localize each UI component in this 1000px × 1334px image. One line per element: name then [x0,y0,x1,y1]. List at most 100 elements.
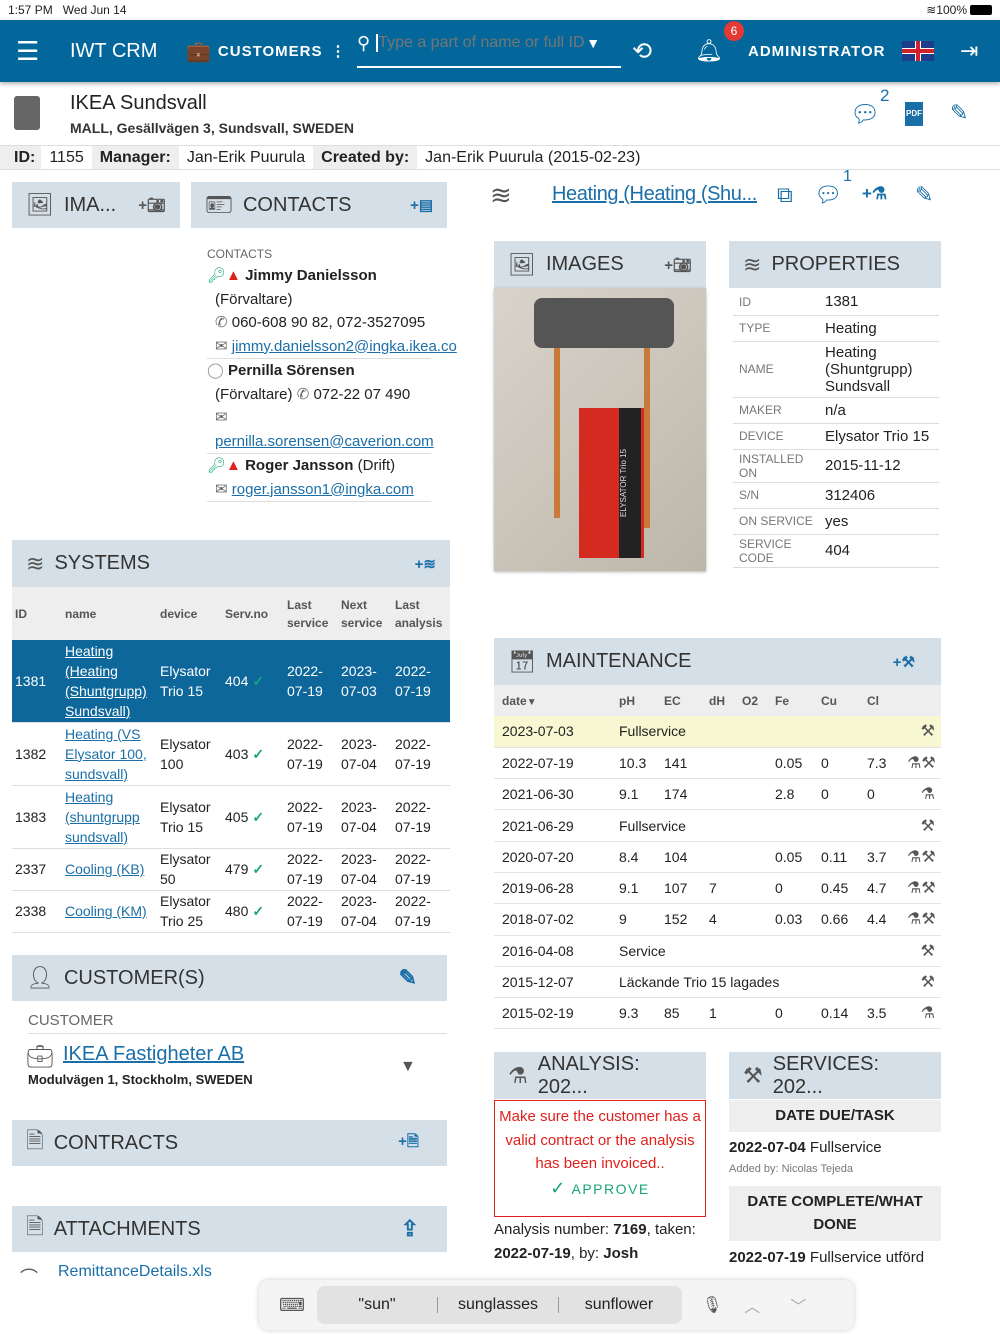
uk-flag-icon[interactable] [902,41,934,61]
menu-icon[interactable]: ☰ [16,35,40,66]
flask-icon[interactable]: ⚗ [907,880,922,898]
tools-icon[interactable]: ⚒ [920,817,935,835]
system-name-link[interactable]: Heating (Heating (Shuntgrupp) Sundsvall) [65,642,147,719]
attachments-panel-header: 🗎 ATTACHMENTS ⇪ [12,1206,447,1252]
column-header[interactable]: Cl [867,693,879,708]
column-header[interactable]: Next service [341,597,383,630]
attachment-link[interactable]: RemittanceDetails.xls [58,1263,212,1280]
customers-menu[interactable]: 💼 CUSTOMERS ⋮ [186,20,346,82]
search-input[interactable] [376,34,587,52]
edit-system-icon[interactable]: ✎ [915,182,934,207]
table-row[interactable]: 1383 Heating (shuntgrupp sundsvall) Elysat… [12,785,450,849]
suggestion[interactable]: sunglasses [457,1296,538,1313]
column-header[interactable]: pH [619,693,635,708]
serv-no-cell: 403 ✓ [222,722,284,786]
system-name-link[interactable]: Cooling (KB) [65,861,145,877]
analysis-panel-header: ⚗ ANALYSIS: 202... [494,1052,706,1099]
system-name-link[interactable]: Heating (shuntgrupp sundsvall) [65,788,140,845]
table-row[interactable]: 2020-07-20 8.4 104 0.05 0.11 3.7 ⚗⚒ [494,841,941,873]
column-header[interactable]: date▼ [502,693,537,708]
table-row[interactable]: 2019-06-28 9.1 107 7 0 0.45 4.7 ⚗⚒ [494,872,941,905]
analysis-number-label: Analysis number: [494,1221,610,1238]
table-row[interactable]: 2022-07-19 10.3 141 0.05 0 7.3 ⚗⚒ [494,747,941,780]
column-header[interactable]: Serv.no [225,606,269,621]
tools-icon[interactable]: ⚒ [921,848,936,866]
approve-button[interactable]: ✓ APPROVE [497,1178,703,1199]
keyboard-icon[interactable]: ⌨ [279,1294,305,1315]
search-field[interactable]: ⚲ ▼ [357,20,621,68]
tools-icon[interactable]: ⚒ [921,880,936,898]
tools-icon[interactable]: ⚒ [920,974,935,992]
table-row[interactable]: 2023-07-03 Fullservice ⚒ [494,716,941,748]
chevron-down-icon[interactable]: ▼ [400,1058,416,1075]
table-row[interactable]: 1382 Heating (VS Elysator 100, sundsvall)… [12,722,450,786]
table-row[interactable]: 2021-06-29 Fullservice ⚒ [494,809,941,842]
column-header[interactable]: EC [664,693,681,708]
history-icon[interactable]: ⟲ [632,37,653,65]
suggestion[interactable]: sunflower [584,1296,654,1313]
bell-icon[interactable]: 🔔︎ [695,38,723,63]
column-header[interactable]: Last service [287,597,329,630]
add-contact-button[interactable]: +▤ [410,197,433,214]
pdf-icon[interactable]: PDF [905,102,923,126]
maintenance-text: Service [611,935,899,967]
flask-icon[interactable]: ⚗ [907,754,922,772]
add-photo-button[interactable]: +📷︎ [138,197,166,214]
edit-icon[interactable]: ✎ [950,100,969,125]
flask-icon[interactable]: ⚗ [907,848,922,866]
column-header[interactable]: ID [15,606,27,621]
app-title[interactable]: IWT CRM [70,39,158,62]
logout-icon[interactable]: ⇥ [960,38,979,63]
add-contract-button[interactable]: +🗎 [398,1132,419,1150]
column-header[interactable]: name [65,606,97,621]
edit-customer-icon[interactable]: ✎ [398,965,417,990]
microphone-icon[interactable]: 🎙︎ [701,1297,723,1314]
table-row[interactable]: 2015-12-07 Läckande Trio 15 lagades ⚒ [494,966,941,999]
chevron-up-icon[interactable]: ︿ [744,1299,761,1316]
column-header[interactable]: Fe [775,693,790,708]
column-header[interactable]: Cu [821,693,837,708]
table-row[interactable]: 2337 Cooling (KB) Elysator 50 479 ✓ 2022-07-1… [12,848,450,891]
table-row[interactable]: 2338 Cooling (KM) Elysator Trio 25 480 ✓ 2022… [12,890,450,933]
add-analysis-button[interactable]: +⚗ [862,184,888,203]
comments-icon[interactable]: 💬︎ [850,101,878,128]
dropdown-icon[interactable]: ▼ [586,35,601,51]
customer-link[interactable]: IKEA Fastigheter AB [63,1043,245,1065]
contact-phone[interactable]: 060-608 90 82, 072-3527095 [231,314,426,331]
suggestion[interactable]: "sun" [358,1296,396,1313]
add-photo-button[interactable]: +📷︎ [664,256,692,274]
table-row[interactable]: 2015-02-19 9.3 85 1 0 0.14 3.5 ⚗ [494,997,941,1030]
flask-icon[interactable]: ⚗ [920,786,935,804]
tools-icon[interactable]: ⚒ [921,911,936,929]
contact-email[interactable]: jimmy.danielsson2@ingka.ikea.co [231,337,457,355]
column-header[interactable]: device [160,606,198,621]
comments-icon[interactable]: 💬︎ [814,182,840,207]
system-name-link[interactable]: Cooling (KM) [65,903,147,919]
system-title-link[interactable]: Heating (Heating (Shu... [552,183,757,205]
add-maintenance-button[interactable]: +⚒ [892,653,915,671]
contact-email[interactable]: roger.jansson1@ingka.com [231,480,414,498]
tools-icon[interactable]: ⚒ [920,942,935,960]
column-header[interactable]: Last analysis [395,597,443,630]
add-system-button[interactable]: +≋ [414,555,436,573]
sort-desc-icon[interactable]: ▼ [526,696,537,708]
column-header[interactable]: O2 [742,693,759,708]
column-header[interactable]: dH [709,693,725,708]
user-menu[interactable]: ADMINISTRATOR [748,42,886,60]
table-row[interactable]: 2021-06-30 9.1 174 2.8 0 0 ⚗ [494,778,941,811]
upload-icon[interactable]: ⇪ [400,1216,419,1241]
maintenance-panel-header: 📅︎ MAINTENANCE +⚒ [494,638,941,685]
flask-icon[interactable]: ⚗ [907,911,922,929]
contact-phone[interactable]: 072-22 07 490 [313,385,411,403]
system-photo[interactable]: ELYSATOR Trio 15 [494,288,706,571]
chevron-down-icon[interactable]: ﹀ [790,1299,807,1316]
table-row[interactable]: 2018-07-02 9 152 4 0.03 0.66 4.4 ⚗⚒ [494,903,941,936]
system-name-link[interactable]: Heating (VS Elysator 100, sundsvall) [65,725,147,782]
tools-icon[interactable]: ⚒ [921,754,936,772]
tools-icon[interactable]: ⚒ [920,723,935,741]
contact-email[interactable]: pernilla.sorensen@caverion.com [215,432,434,450]
flask-icon[interactable]: ⚗ [920,1005,935,1023]
open-external-icon[interactable]: ⧉ [777,182,793,207]
table-row[interactable]: 2016-04-08 Service ⚒ [494,935,941,967]
table-row[interactable]: 1381 Heating (Heating (Shuntgrupp) Sundsv… [12,640,450,723]
